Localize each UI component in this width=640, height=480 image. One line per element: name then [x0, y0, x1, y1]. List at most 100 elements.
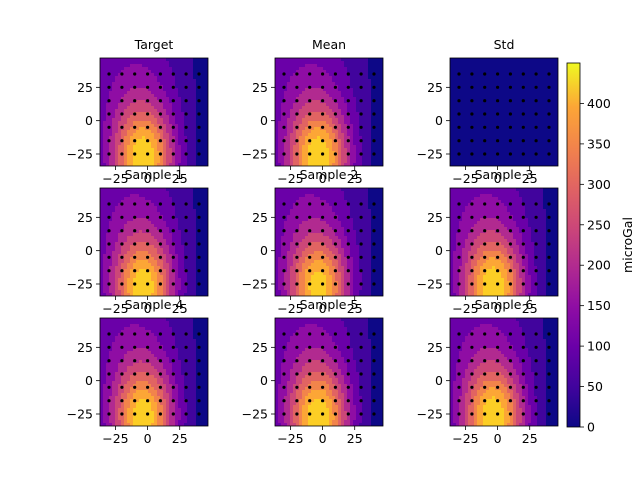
contour-cell: [486, 127, 490, 131]
contour-cell: [459, 163, 463, 166]
contour-cell: [338, 88, 342, 92]
contour-cell: [148, 272, 152, 276]
contour-cell: [187, 88, 191, 92]
contour-cell: [118, 221, 122, 225]
contour-cell: [115, 275, 119, 279]
contour-cell: [374, 88, 378, 92]
contour-cell: [489, 61, 493, 65]
contour-cell: [486, 130, 490, 134]
contour-cell: [190, 124, 194, 128]
contour-cell: [178, 91, 182, 95]
contour-cell: [169, 242, 173, 246]
contour-cell: [314, 100, 318, 104]
contour-cell: [103, 76, 107, 80]
contour-cell: [507, 127, 511, 131]
contour-cell: [368, 85, 372, 89]
contour-cell: [151, 257, 155, 261]
contour-cell: [136, 224, 140, 228]
contour-cell: [522, 103, 526, 107]
contour-cell: [308, 97, 312, 101]
contour-cell: [169, 251, 173, 255]
contour-cell: [528, 94, 532, 98]
contour-cell: [106, 251, 110, 255]
contour-cell: [531, 58, 535, 62]
contour-cell: [109, 109, 113, 113]
contour-cell: [332, 154, 336, 158]
contour-cell: [507, 67, 511, 71]
contour-cell: [377, 139, 381, 143]
contour-cell: [462, 157, 466, 161]
contour-cell: [103, 112, 107, 116]
contour-cell: [534, 67, 538, 71]
contour-cell: [302, 61, 306, 65]
contour-cell: [202, 139, 206, 143]
contour-cell: [175, 118, 179, 122]
contour-cell: [139, 248, 143, 252]
contour-cell: [163, 245, 167, 249]
contour-cell: [314, 91, 318, 95]
contour-cell: [190, 82, 194, 86]
contour-cell: [139, 281, 143, 285]
contour-cell: [154, 227, 158, 231]
contour-cell: [453, 130, 457, 134]
contour-cell: [145, 224, 149, 228]
contour-cell: [136, 121, 140, 125]
station-point: [133, 139, 137, 143]
contour-cell: [468, 97, 472, 101]
contour-cell: [326, 67, 330, 71]
contour-cell: [284, 133, 288, 137]
contour-cell: [181, 160, 185, 164]
contour-cell: [166, 221, 170, 225]
contour-cell: [543, 145, 547, 149]
contour-cell: [163, 103, 167, 107]
contour-cell: [377, 127, 381, 131]
contour-cell: [540, 142, 544, 146]
contour-cell: [127, 209, 131, 213]
contour-cell: [284, 103, 288, 107]
contour-cell: [205, 61, 208, 65]
contour-cell: [498, 142, 502, 146]
contour-cell: [329, 133, 333, 137]
station-point: [521, 85, 525, 89]
station-point: [146, 72, 150, 76]
contour-cell: [199, 88, 203, 92]
contour-cell: [317, 67, 321, 71]
contour-cell: [172, 224, 176, 228]
contour-field: [275, 58, 383, 166]
contour-cell: [498, 112, 502, 116]
contour-cell: [531, 124, 535, 128]
contour-cell: [296, 67, 300, 71]
contour-cell: [555, 160, 558, 164]
contour-cell: [371, 82, 375, 86]
contour-cell: [374, 79, 378, 83]
contour-cell: [109, 91, 113, 95]
contour-cell: [103, 257, 107, 261]
contour-cell: [175, 148, 179, 152]
contour-cell: [130, 118, 134, 122]
contour-cell: [474, 148, 478, 152]
contour-cell: [202, 97, 206, 101]
contour-cell: [338, 103, 342, 107]
contour-cell: [145, 191, 149, 195]
contour-cell: [181, 109, 185, 113]
contour-cell: [380, 64, 383, 68]
contour-cell: [181, 103, 185, 107]
contour-cell: [169, 206, 173, 210]
contour-cell: [118, 136, 122, 140]
contour-cell: [302, 112, 306, 116]
contour-cell: [103, 160, 107, 164]
contour-cell: [166, 58, 170, 62]
contour-cell: [136, 148, 140, 152]
contour-cell: [474, 97, 478, 101]
contour-cell: [121, 188, 125, 192]
contour-cell: [290, 157, 294, 161]
contour-cell: [190, 142, 194, 146]
contour-cell: [172, 103, 176, 107]
contour-cell: [471, 133, 475, 137]
contour-cell: [139, 94, 143, 98]
contour-cell: [145, 290, 149, 294]
contour-cell: [501, 115, 505, 119]
contour-cell: [142, 269, 146, 273]
contour-cell: [121, 209, 125, 213]
contour-cell: [335, 88, 339, 92]
